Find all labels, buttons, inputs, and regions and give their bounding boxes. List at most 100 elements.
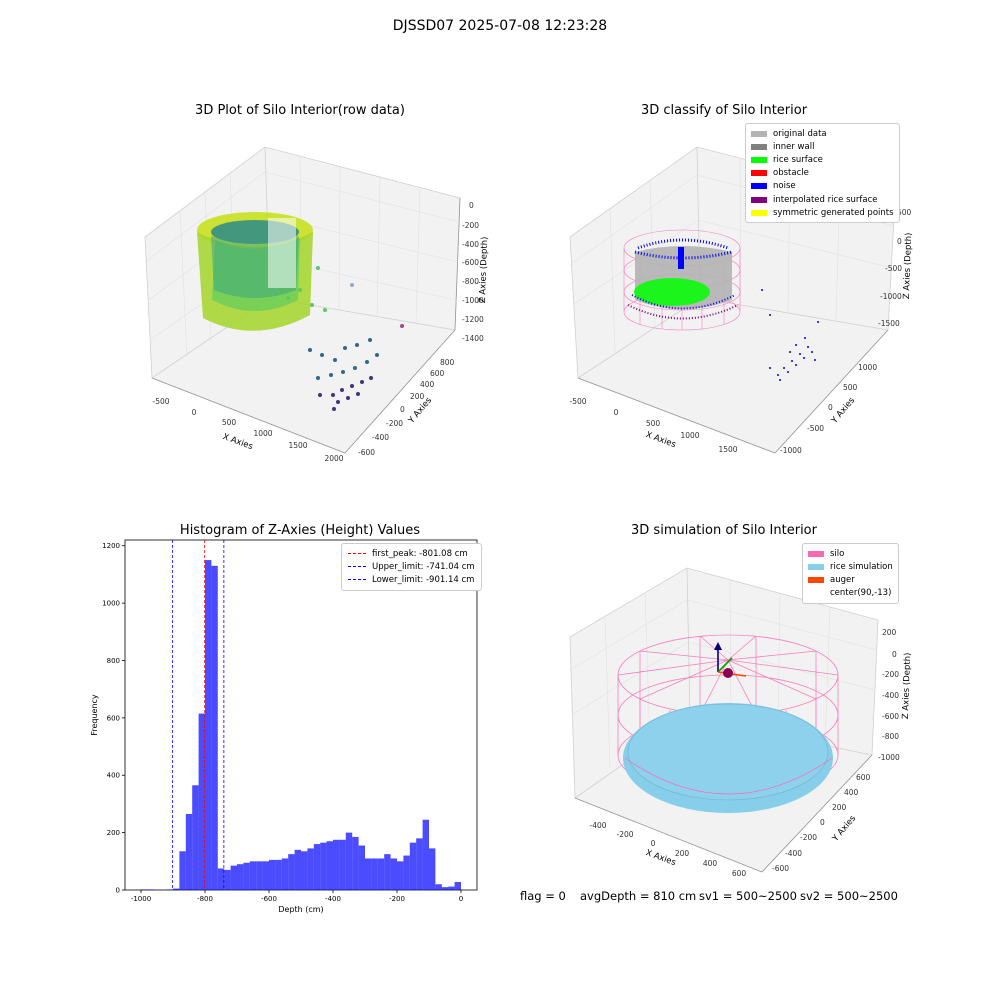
histogram-bar xyxy=(237,864,244,890)
histogram-bar xyxy=(448,886,455,890)
panel4-ytick: 400 xyxy=(844,788,859,797)
panel4-zlabel: Z Axies (Depth) xyxy=(901,652,913,719)
histogram-bar xyxy=(141,889,148,890)
legend-swatch xyxy=(751,209,767,216)
panel1-ztick: 0 xyxy=(469,201,474,210)
panel4-xtick: -200 xyxy=(616,830,633,839)
histogram-xlabel: Depth (cm) xyxy=(278,905,323,914)
histogram-bar xyxy=(371,858,378,890)
panel4-ytick: 200 xyxy=(832,803,847,812)
histogram-bar xyxy=(333,839,340,890)
panel4-ztick: -400 xyxy=(882,691,899,700)
legend-label: Upper_limit: -741.04 cm xyxy=(372,561,475,572)
histogram-xtick-label: -400 xyxy=(325,895,341,903)
panel1-ztick: -800 xyxy=(462,277,479,286)
panel1-ztick: -1400 xyxy=(462,334,484,343)
panel1-xtick: 0 xyxy=(192,408,197,417)
histogram-bar xyxy=(205,560,212,890)
panel4-y-ticks: -600 -400 -200 0 200 400 600 xyxy=(772,773,871,873)
panel1-x-ticks: -500 0 500 1000 1500 2000 xyxy=(152,397,343,463)
legend-label: symmetric generated points xyxy=(773,207,894,218)
histogram-x-ticks: -1000 -800 -600 -400 -200 0 xyxy=(131,890,463,903)
footer-flag: flag = 0 xyxy=(520,889,566,903)
histogram-ytick-label: 800 xyxy=(107,657,120,665)
panel2-ytick: -1000 xyxy=(780,446,802,455)
histogram-ytick-label: 200 xyxy=(107,829,120,837)
legend-label: interpolated rice surface xyxy=(773,194,878,205)
legend-swatch xyxy=(751,156,767,163)
panel4-rice-surface xyxy=(623,703,833,813)
panel4-ztick: 0 xyxy=(892,650,897,659)
panel2-x-ticks: -500 0 500 1000 1500 xyxy=(569,397,737,454)
panel2-ylabel: Y Axies xyxy=(829,395,857,426)
legend-label: rice surface xyxy=(773,154,823,165)
legend-swatch xyxy=(808,550,824,557)
panel2-zlabel: Z Axies (Depth) xyxy=(902,232,914,299)
legend-label: noise xyxy=(773,181,796,192)
histogram-ytick-label: 1200 xyxy=(102,542,120,550)
panel1-z-ticks: 0 -200 -400 -600 -800 -1000 -1200 -1400 xyxy=(462,201,484,343)
legend-label: obstacle xyxy=(773,168,809,179)
histogram-bar xyxy=(249,861,257,890)
histogram-bar xyxy=(390,858,397,890)
histogram-bar xyxy=(211,565,218,890)
histogram-xtick-label: -600 xyxy=(261,895,277,903)
legend-label: rice simulation xyxy=(830,561,893,572)
panel2-3d-plot: -500 0 500 1000 1500 X Axies -1000 -500 … xyxy=(569,146,914,455)
panel2-title: 3D classify of Silo Interior xyxy=(640,103,808,118)
panel2-xtick: 500 xyxy=(646,419,661,428)
panel1-ytick: -400 xyxy=(372,433,389,442)
legend-label: first_peak: -801.08 cm xyxy=(372,548,468,559)
histogram-bar xyxy=(269,859,276,890)
panel4-ytick: 0 xyxy=(820,818,825,827)
legend-line xyxy=(348,553,366,555)
panel1-ytick: 800 xyxy=(440,358,455,367)
panel1-point-cloud xyxy=(197,212,404,411)
panel4-ytick: -600 xyxy=(772,864,789,873)
panel4-3d-plot: -400 -200 0 200 400 600 X Axies -600 -40… xyxy=(569,567,913,878)
panel4-ztick: 200 xyxy=(882,628,897,637)
histogram-bar xyxy=(192,785,199,890)
panel4-ztick: -600 xyxy=(882,712,899,721)
panel1-title: 3D Plot of Silo Interior(row data) xyxy=(195,103,405,118)
panel4-title: 3D simulation of Silo Interior xyxy=(631,523,817,538)
panel1-xtick: 1000 xyxy=(253,429,272,438)
histogram-legend: first_peak: -801.08 cm Upper_limit: -741… xyxy=(341,543,482,591)
histogram-ytick-label: 0 xyxy=(116,887,120,895)
histogram-bar xyxy=(441,887,449,890)
panel4-z-ticks: 200 0 -200 -400 -600 -800 -1000 xyxy=(878,628,900,762)
panel4-xlabel: X Axies xyxy=(644,848,677,868)
histogram-xtick-label: 0 xyxy=(459,895,463,903)
panel2-ytick: 500 xyxy=(843,383,858,392)
histogram-ytick-label: 600 xyxy=(107,714,120,722)
histogram-bar xyxy=(384,854,391,890)
panel1-ztick: -1200 xyxy=(462,315,484,324)
histogram-bar xyxy=(339,839,346,890)
histogram-xtick-label: -800 xyxy=(197,895,213,903)
panel2-xtick: 1500 xyxy=(718,445,737,454)
panel1-ztick: -600 xyxy=(462,258,479,267)
histogram-bar xyxy=(352,836,359,890)
histogram-bar xyxy=(262,861,269,890)
panel4-ytick: -200 xyxy=(800,833,817,842)
panel2-ztick: -500 xyxy=(885,264,902,273)
histogram-bar xyxy=(166,889,173,890)
histogram-bar xyxy=(294,849,301,890)
histogram-bar xyxy=(147,889,154,890)
legend-swatch xyxy=(751,170,767,177)
legend-label: original data xyxy=(773,128,827,139)
panel1-ytick: 400 xyxy=(420,380,435,389)
histogram-bar xyxy=(345,832,353,890)
histogram-bar xyxy=(320,842,327,890)
histogram-bar xyxy=(230,865,237,890)
histogram-bar xyxy=(435,884,442,890)
panel4-ytick: 600 xyxy=(856,773,871,782)
panel1-ztick: -400 xyxy=(462,240,479,249)
panel2-xtick: -500 xyxy=(569,397,586,406)
panel4-ztick: -1000 xyxy=(878,753,900,762)
panel3-title: Histogram of Z-Axies (Height) Values xyxy=(179,523,421,538)
panel1-ytick: 200 xyxy=(410,392,425,401)
histogram-bar xyxy=(397,861,404,890)
panel4-ylabel: Y Axies xyxy=(830,813,858,844)
panel2-ztick: 0 xyxy=(897,237,902,246)
